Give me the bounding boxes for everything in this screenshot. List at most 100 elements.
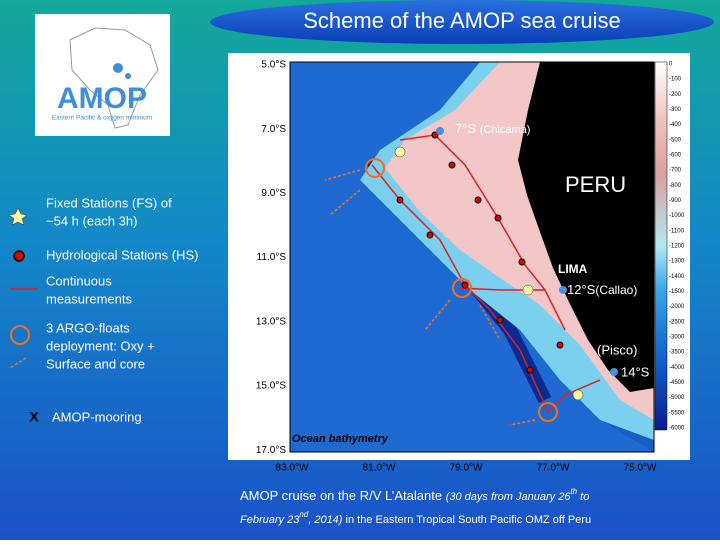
place-lat: 12°S xyxy=(567,282,596,297)
lon-tick-label: 81.0°W xyxy=(363,463,396,474)
legend-text: Surface and core xyxy=(46,356,145,371)
argo-path xyxy=(424,299,451,331)
colorbar-label: -4500 xyxy=(669,380,685,386)
place-name: (Callao) xyxy=(595,283,637,297)
colorbar-label: -2000 xyxy=(669,304,685,310)
fs-station xyxy=(394,146,406,158)
colorbar-label: -3500 xyxy=(669,350,685,356)
argo-path xyxy=(324,169,361,181)
legend-text: Continuous xyxy=(46,273,112,288)
caption-part: nd xyxy=(299,510,308,519)
caption-line: February 23nd, 2014) in the Eastern Trop… xyxy=(240,510,591,526)
lat-tick-label: 15.0°S xyxy=(256,381,286,392)
map-border xyxy=(289,61,655,453)
colorbar-label: -5000 xyxy=(669,395,685,401)
hs-station xyxy=(518,258,526,266)
colorbar-label: -1500 xyxy=(669,289,685,295)
colorbar-label: -5500 xyxy=(669,410,685,416)
lat-tick-label: 5.0°S xyxy=(261,60,286,71)
country-label: PERU xyxy=(565,172,626,197)
fs-icon xyxy=(8,207,28,226)
colorbar-label: -600 xyxy=(669,153,682,159)
ocean-mid xyxy=(290,62,654,452)
argo-path xyxy=(329,189,361,216)
argo-icon xyxy=(10,325,30,345)
place-dot xyxy=(610,368,618,376)
hs-station xyxy=(426,231,434,239)
hs-station xyxy=(526,366,534,374)
place-label: (Pisco) xyxy=(597,342,637,357)
colorbar-label: -800 xyxy=(669,183,682,189)
colorbar-label: -900 xyxy=(669,198,682,204)
logo-dot xyxy=(113,63,123,73)
colorbar-label: -4000 xyxy=(669,365,685,371)
logo-dot xyxy=(125,73,131,79)
hs-station xyxy=(431,131,439,139)
lon-tick-label: 79.0°W xyxy=(450,463,483,474)
colorbar xyxy=(654,61,668,431)
colorbar-label: 0 xyxy=(669,62,673,68)
caption-part: February 23 xyxy=(240,514,300,526)
legend-text: deployment: Oxy + xyxy=(46,338,155,353)
hs-station xyxy=(474,196,482,204)
legend-text: Fixed Stations (FS) of xyxy=(46,195,172,210)
argo-float xyxy=(365,158,385,178)
place-label: 12°S(Callao) xyxy=(567,282,637,297)
fs-station xyxy=(522,284,534,296)
legend-text: measurements xyxy=(46,291,132,306)
lat-tick-label: 11.0°S xyxy=(257,252,287,263)
lat-tick-label: 7.0°S xyxy=(261,124,286,135)
map-caption: Ocean bathymetry xyxy=(292,433,389,445)
caption-line: AMOP cruise on the R/V L’Atalante (30 da… xyxy=(240,487,589,503)
colorbar-label: -300 xyxy=(669,107,682,113)
colorbar-label: -100 xyxy=(669,77,682,83)
legend-text: ~54 h (each 3h) xyxy=(46,213,137,228)
colorbar-label: -1400 xyxy=(669,274,685,280)
place-dot xyxy=(559,286,567,294)
caption-part: in the Eastern Tropical South Pacific OM… xyxy=(342,514,591,526)
hs-station xyxy=(461,281,469,289)
place-lat: 7°S xyxy=(455,121,476,136)
cruise-track xyxy=(371,164,601,414)
colorbar-label: -6000 xyxy=(669,426,685,432)
mooring-icon: X xyxy=(29,409,39,425)
logo-text: AMOP xyxy=(57,82,147,115)
argo-path xyxy=(479,304,501,341)
place-name: (Chicama) xyxy=(480,124,531,136)
place-dot xyxy=(436,127,444,135)
argo-arrow xyxy=(9,357,27,369)
hs-station xyxy=(556,341,564,349)
caption-part: (30 days from January 26 xyxy=(446,491,572,503)
place-label: LIMA xyxy=(558,262,588,276)
logo-tagline: Eastern Pacific & oxygen minimum xyxy=(52,115,152,122)
caption-part: AMOP cruise on the R/V L’Atalante xyxy=(240,488,446,503)
place-label: 14°S xyxy=(621,364,650,379)
lat-tick-label: 17.0°S xyxy=(256,445,286,456)
colorbar-label: -1000 xyxy=(669,213,685,219)
title: Scheme of the AMOP sea cruise xyxy=(303,8,621,33)
hs-station xyxy=(496,316,504,324)
caption-part: to xyxy=(577,491,589,503)
lat-tick-label: 13.0°S xyxy=(256,316,286,327)
lon-tick-label: 75.0°W xyxy=(624,463,657,474)
logo-box xyxy=(35,14,170,136)
legend-text: AMOP-mooring xyxy=(52,409,142,424)
colorbar-label: -1200 xyxy=(669,244,685,250)
hs-station xyxy=(448,161,456,169)
title-banner xyxy=(210,0,714,44)
legend-text: 3 ARGO-floats xyxy=(46,320,130,335)
caption: AMOP cruise on the R/V L’Atalante (30 da… xyxy=(240,487,591,526)
place-label: 7°S (Chicama) xyxy=(455,121,530,136)
colorbar-label: -500 xyxy=(669,137,682,143)
caption-part: , 2014) xyxy=(308,514,343,526)
hs-icon xyxy=(13,250,25,262)
caption-part: th xyxy=(570,487,577,496)
fs-station xyxy=(572,389,584,401)
argo-float xyxy=(538,402,558,422)
colorbar-label: -200 xyxy=(669,92,682,98)
argo-path xyxy=(509,419,536,426)
colorbar-label: -2500 xyxy=(669,319,685,325)
legend-text: Hydrological Stations (HS) xyxy=(46,247,198,262)
lat-tick-label: 9.0°S xyxy=(261,188,286,199)
